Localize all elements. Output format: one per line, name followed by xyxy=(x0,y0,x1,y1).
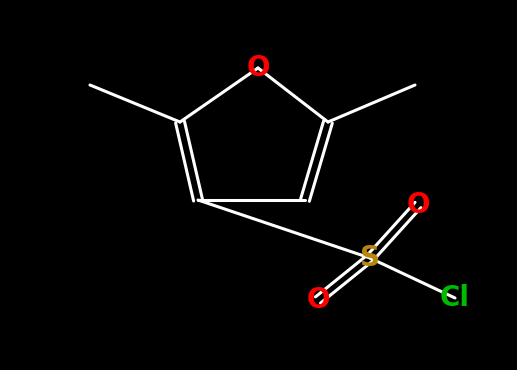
Text: Cl: Cl xyxy=(440,284,470,312)
Text: O: O xyxy=(406,191,430,219)
Text: O: O xyxy=(246,54,270,82)
Text: O: O xyxy=(306,286,330,314)
Text: S: S xyxy=(360,244,380,272)
